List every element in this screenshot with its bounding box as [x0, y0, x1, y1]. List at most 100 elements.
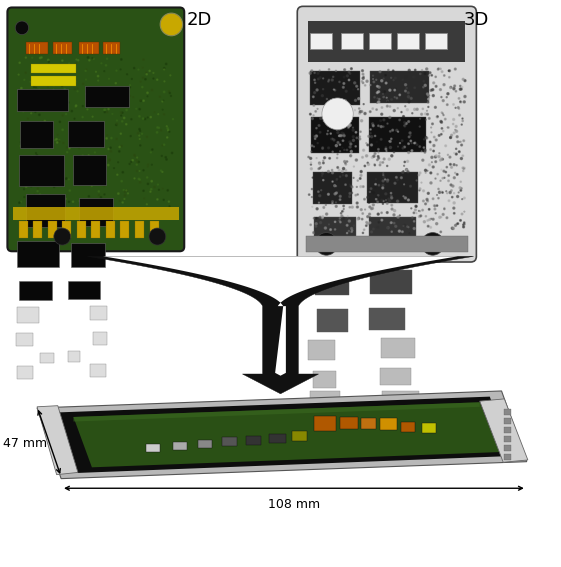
Point — [355, 104, 364, 113]
Point — [418, 206, 427, 215]
Point — [456, 183, 465, 192]
Point — [403, 167, 412, 176]
Bar — [504, 454, 511, 460]
Point — [390, 106, 399, 115]
Point — [436, 227, 445, 236]
Point — [349, 126, 358, 135]
Point — [91, 67, 100, 77]
Point — [115, 196, 124, 205]
Bar — [309, 21, 465, 62]
Point — [86, 167, 95, 176]
Point — [426, 138, 435, 147]
Point — [374, 82, 383, 91]
Point — [439, 96, 448, 105]
Point — [88, 138, 97, 147]
Bar — [19, 155, 65, 186]
Point — [315, 158, 324, 167]
Point — [348, 99, 357, 108]
Point — [427, 158, 436, 167]
Point — [385, 86, 394, 95]
Point — [18, 180, 27, 189]
Point — [374, 145, 383, 154]
Point — [387, 193, 396, 202]
Point — [327, 134, 336, 143]
Point — [424, 222, 433, 231]
Point — [350, 162, 358, 171]
Point — [456, 84, 465, 94]
Point — [135, 112, 144, 121]
Point — [40, 154, 49, 163]
Point — [431, 153, 440, 162]
Point — [72, 55, 81, 64]
Point — [312, 86, 321, 95]
Point — [400, 142, 409, 151]
Point — [404, 139, 413, 148]
Point — [353, 190, 362, 199]
Polygon shape — [57, 397, 511, 473]
Point — [330, 117, 339, 126]
Bar — [361, 417, 376, 429]
Point — [330, 86, 339, 95]
Point — [390, 92, 399, 101]
Point — [375, 83, 384, 92]
Point — [328, 177, 337, 186]
Point — [435, 149, 444, 158]
Bar — [31, 64, 76, 73]
Point — [379, 172, 388, 181]
Point — [444, 176, 453, 185]
Point — [70, 84, 79, 94]
Point — [44, 196, 53, 205]
Point — [425, 137, 434, 146]
Point — [310, 214, 319, 223]
Point — [404, 88, 413, 98]
Point — [146, 148, 155, 157]
Point — [39, 155, 48, 164]
Point — [28, 152, 37, 161]
Point — [421, 168, 430, 177]
Point — [391, 222, 400, 231]
Point — [35, 190, 44, 199]
Point — [398, 168, 407, 177]
Point — [333, 163, 342, 172]
Point — [374, 154, 383, 163]
Point — [312, 219, 321, 229]
Point — [97, 179, 106, 188]
Point — [433, 191, 442, 200]
Point — [436, 176, 445, 185]
Point — [347, 225, 356, 234]
Point — [89, 54, 98, 64]
Point — [148, 86, 157, 95]
Point — [334, 125, 343, 134]
Bar — [135, 221, 144, 238]
Point — [96, 167, 105, 176]
Point — [348, 202, 357, 211]
Point — [443, 150, 452, 159]
Point — [62, 143, 71, 152]
Point — [425, 94, 434, 103]
Point — [341, 166, 350, 175]
Point — [153, 128, 162, 137]
Point — [323, 126, 332, 136]
Bar — [380, 417, 397, 430]
Point — [356, 127, 365, 136]
Point — [344, 111, 353, 120]
Point — [358, 74, 367, 83]
Point — [334, 115, 343, 124]
Point — [421, 146, 430, 155]
Point — [381, 196, 390, 205]
Point — [379, 74, 388, 83]
Point — [431, 82, 440, 91]
Point — [316, 128, 325, 137]
Point — [313, 104, 322, 113]
Point — [448, 224, 457, 233]
Point — [380, 87, 389, 96]
Bar — [62, 221, 71, 238]
Point — [455, 147, 464, 156]
Point — [387, 189, 396, 198]
Point — [382, 146, 391, 155]
Point — [396, 90, 404, 99]
Bar — [90, 306, 107, 320]
Point — [162, 60, 171, 69]
Point — [447, 163, 456, 172]
Bar — [79, 42, 99, 54]
